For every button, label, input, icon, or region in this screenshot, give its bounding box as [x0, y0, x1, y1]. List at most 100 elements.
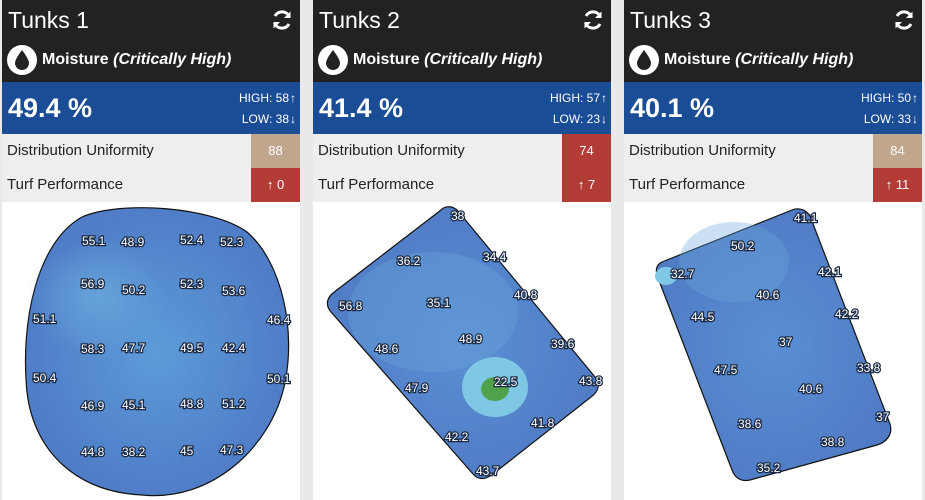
- reading-label: 50.4: [33, 371, 57, 385]
- green-outline: [326, 206, 599, 480]
- tp-value: ↑ 7: [562, 168, 611, 202]
- reading-label: 38.2: [122, 445, 146, 459]
- reading-label: 38: [451, 209, 465, 223]
- reading-label: 40.6: [799, 382, 823, 396]
- sensor-name: Moisture: [42, 51, 109, 68]
- du-label: Distribution Uniformity: [629, 142, 776, 159]
- moisture-zone: [679, 222, 789, 302]
- reading-label: 48.9: [121, 235, 145, 249]
- tp-label: Turf Performance: [318, 176, 435, 193]
- tp-value: ↑ 11: [873, 168, 922, 202]
- refresh-icon[interactable]: [581, 8, 605, 32]
- arrow-up-icon: ↑: [601, 91, 607, 105]
- moisture-map[interactable]: 55.1 48.9 52.4 52.3 56.9 50.2 52.3 53.6 …: [2, 202, 300, 500]
- du-label: Distribution Uniformity: [318, 142, 465, 159]
- reading-label: 45: [180, 444, 194, 458]
- dry-spot: [655, 267, 677, 285]
- reading-label: 22.5: [494, 375, 518, 389]
- sensor-header: Moisture (Critically High): [2, 40, 300, 82]
- reading-label: 48.8: [180, 397, 204, 411]
- distribution-uniformity-row: Distribution Uniformity 84: [624, 134, 922, 168]
- reading-label: 56.8: [339, 299, 363, 313]
- arrow-down-icon: ↓: [912, 112, 918, 126]
- reading-label: 39.6: [551, 337, 575, 351]
- moisture-value: 49.4 %: [8, 93, 93, 123]
- moisture-map[interactable]: 38 36.2 34.4 56.8 35.1 40.8 48.9 48.6 39…: [313, 202, 611, 500]
- reading-label: 42.2: [445, 430, 469, 444]
- reading-label: 50.1: [267, 372, 291, 386]
- water-drop-icon: [318, 45, 348, 75]
- reading-label: 53.6: [222, 284, 246, 298]
- arrow-up-icon: ↑: [577, 177, 585, 192]
- high-value: HIGH: 58↑: [238, 91, 296, 105]
- sensor-status: (Critically High): [735, 51, 854, 68]
- moisture-zone: [27, 237, 167, 357]
- reading-label: 43.7: [476, 464, 500, 478]
- sensor-readings: 41.1 50.2 32.7 42.1 40.6 44.5 42.2 37 47…: [670, 210, 891, 477]
- arrow-down-icon: ↓: [601, 112, 607, 126]
- reading-label: 47.5: [714, 363, 738, 377]
- reading-label: 35.2: [757, 461, 781, 475]
- card-tunks-1: Tunks 1 Moisture (Critically High) 49.4 …: [2, 0, 300, 500]
- moisture-map[interactable]: 41.1 50.2 32.7 42.1 40.6 44.5 42.2 37 47…: [624, 202, 922, 500]
- reading-label: 43.8: [579, 374, 603, 388]
- water-drop-icon: [629, 45, 659, 75]
- refresh-icon[interactable]: [892, 8, 916, 32]
- reading-label: 42.2: [835, 307, 859, 321]
- card-title: Tunks 3: [630, 7, 711, 33]
- sensor-label: Moisture (Critically High): [353, 51, 542, 69]
- tp-label: Turf Performance: [7, 176, 124, 193]
- reading-label: 50.2: [122, 283, 146, 297]
- low-value: LOW: 33↓: [863, 112, 918, 126]
- du-label: Distribution Uniformity: [7, 142, 154, 159]
- turf-performance-row: Turf Performance ↑ 7: [313, 168, 611, 202]
- reading-label: 41.1: [794, 211, 818, 225]
- sensor-readings: 55.1 48.9 52.4 52.3 56.9 50.2 52.3 53.6 …: [32, 232, 292, 461]
- reading-label: 38.6: [738, 417, 762, 431]
- turf-performance-row: Turf Performance ↑ 11: [624, 168, 922, 202]
- reading-label: 45.1: [122, 398, 146, 412]
- reading-label: 37: [876, 410, 890, 424]
- sensor-status: (Critically High): [113, 51, 232, 68]
- reading-label: 46.9: [81, 399, 105, 413]
- reading-label: 32.7: [671, 267, 695, 281]
- du-value: 84: [873, 134, 922, 168]
- reading-label: 48.6: [375, 342, 399, 356]
- card-tunks-2: Tunks 2 Moisture (Critically High) 41.4 …: [313, 0, 611, 500]
- reading-label: 40.6: [756, 288, 780, 302]
- card-title: Tunks 1: [8, 7, 89, 33]
- moisture-value-bar: 40.1 % HIGH: 50↑ LOW: 33↓: [624, 82, 922, 134]
- sensor-status: (Critically High): [424, 51, 543, 68]
- sensor-name: Moisture: [664, 51, 731, 68]
- reading-label: 40.8: [514, 288, 538, 302]
- low-value: LOW: 38↓: [241, 112, 296, 126]
- reading-label: 50.2: [731, 239, 755, 253]
- card-tunks-3: Tunks 3 Moisture (Critically High) 40.1 …: [624, 0, 922, 500]
- card-header: Tunks 2: [313, 0, 611, 40]
- refresh-icon[interactable]: [270, 8, 294, 32]
- arrow-up-icon: ↑: [885, 177, 893, 192]
- du-value: 88: [251, 134, 300, 168]
- arrow-up-icon: ↑: [266, 177, 274, 192]
- moisture-value-bar: 49.4 % HIGH: 58↑ LOW: 38↓: [2, 82, 300, 134]
- moisture-value: 41.4 %: [319, 93, 404, 123]
- sensor-readings: 38 36.2 34.4 56.8 35.1 40.8 48.9 48.6 39…: [338, 208, 604, 480]
- card-header: Tunks 1: [2, 0, 300, 40]
- reading-label: 35.1: [427, 296, 451, 310]
- reading-label: 36.2: [397, 254, 421, 268]
- turf-performance-row: Turf Performance ↑ 0: [2, 168, 300, 202]
- reading-label: 33.8: [857, 361, 881, 375]
- high-value: HIGH: 50↑: [860, 91, 918, 105]
- reading-label: 49.5: [180, 341, 204, 355]
- sensor-header: Moisture (Critically High): [624, 40, 922, 82]
- dry-spot: [481, 377, 509, 401]
- reading-label: 55.1: [82, 234, 106, 248]
- moisture-value: 40.1 %: [630, 93, 715, 123]
- sensor-label: Moisture (Critically High): [42, 51, 231, 69]
- reading-label: 52.4: [180, 233, 204, 247]
- distribution-uniformity-row: Distribution Uniformity 74: [313, 134, 611, 168]
- tp-label: Turf Performance: [629, 176, 746, 193]
- reading-label: 52.3: [180, 277, 204, 291]
- tp-value: ↑ 0: [251, 168, 300, 202]
- arrow-down-icon: ↓: [290, 112, 296, 126]
